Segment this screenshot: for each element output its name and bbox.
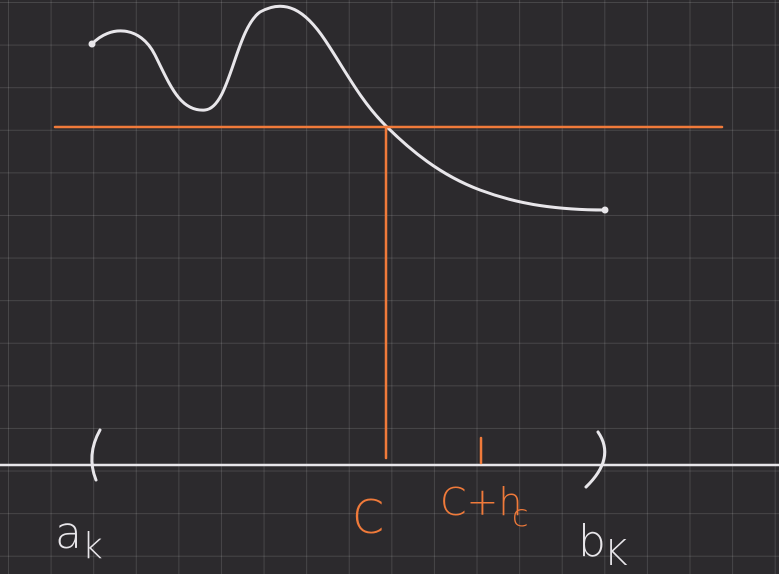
right-open-bracket [584, 430, 607, 489]
label-b-subscript: K [604, 533, 628, 574]
label-a-subscript: k [82, 526, 103, 567]
label-c-plus-h-subscript: c [512, 499, 529, 534]
label-c-plus-h: C+h [440, 480, 522, 524]
label-b: b [578, 516, 606, 567]
function-curve [90, 4, 607, 212]
label-a: a [55, 508, 82, 559]
curve-left-endpoint [88, 40, 96, 48]
left-open-bracket [90, 428, 102, 482]
curve-right-endpoint [601, 206, 609, 214]
label-c: C [352, 490, 384, 544]
